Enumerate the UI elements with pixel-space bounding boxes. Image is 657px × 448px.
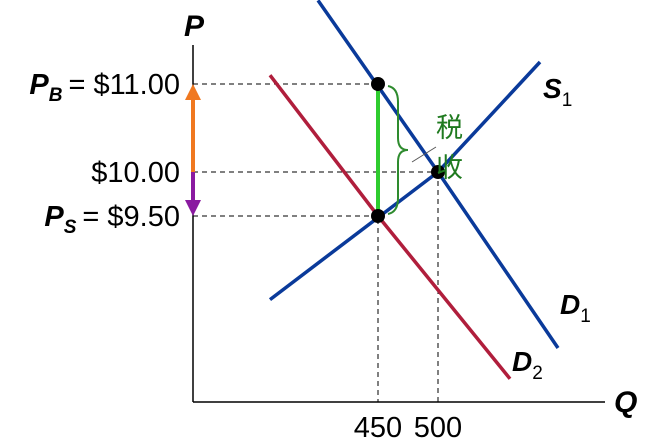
y-tick-labels: PB = $11.00 $10.00 PS = $9.50 — [29, 69, 180, 238]
curve-labels: S1 D1 D2 — [512, 73, 591, 384]
equilibrium-point-1 — [371, 77, 385, 91]
x-axis-label: Q — [614, 386, 637, 419]
x-tick-labels: 450 500 — [354, 412, 462, 444]
curve-label-d1: D1 — [560, 289, 591, 327]
tax-label-char-1: 税 — [436, 113, 463, 144]
tax-label-leader — [411, 146, 437, 163]
x-tick-label-0: 450 — [354, 412, 402, 444]
tax-brace — [387, 85, 409, 215]
y-axis-label: P — [184, 10, 205, 43]
y-tick-label-1: $10.00 — [91, 157, 180, 189]
tax-label-char-2: 收 — [436, 153, 463, 184]
curves — [268, 0, 560, 380]
curve-label-d2: D2 — [512, 346, 543, 384]
tax-wedge-group — [185, 84, 437, 216]
equilibrium-points — [371, 77, 445, 223]
tax-label: 税 收 — [436, 113, 463, 184]
y-tick-label-2: PS = $9.50 — [44, 201, 180, 238]
equilibrium-point-2 — [371, 209, 385, 223]
curve-label-s1: S1 — [543, 73, 572, 111]
guide-lines — [193, 83, 439, 402]
equilibrium-point-0 — [431, 165, 445, 179]
y-tick-label-0: PB = $11.00 — [29, 69, 180, 106]
x-tick-label-1: 500 — [414, 412, 462, 444]
